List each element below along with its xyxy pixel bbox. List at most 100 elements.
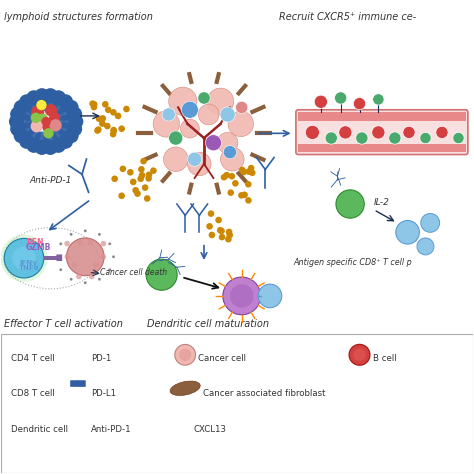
FancyBboxPatch shape <box>296 110 468 155</box>
Circle shape <box>146 259 177 290</box>
Circle shape <box>221 174 228 181</box>
Circle shape <box>89 100 96 107</box>
Circle shape <box>4 238 44 278</box>
Circle shape <box>373 94 384 105</box>
Circle shape <box>146 175 152 182</box>
Text: PFN: PFN <box>26 238 44 247</box>
Circle shape <box>10 121 25 137</box>
Text: IFNγ: IFNγ <box>19 260 37 266</box>
Circle shape <box>89 273 94 279</box>
Circle shape <box>99 120 106 127</box>
Circle shape <box>58 134 73 149</box>
Circle shape <box>207 88 234 115</box>
Circle shape <box>130 179 137 185</box>
Circle shape <box>169 87 197 116</box>
Circle shape <box>64 100 79 115</box>
Circle shape <box>118 126 125 132</box>
Text: CXCL13: CXCL13 <box>194 425 227 434</box>
Circle shape <box>105 107 111 113</box>
Circle shape <box>35 140 49 155</box>
Text: Anti-PD-1: Anti-PD-1 <box>30 176 72 185</box>
Circle shape <box>51 128 65 142</box>
Circle shape <box>26 90 41 105</box>
Circle shape <box>67 107 82 122</box>
Circle shape <box>100 241 106 246</box>
Circle shape <box>215 217 222 223</box>
Circle shape <box>43 140 58 155</box>
Circle shape <box>164 147 188 172</box>
Circle shape <box>239 167 246 173</box>
Circle shape <box>238 192 245 199</box>
Circle shape <box>206 223 213 229</box>
FancyBboxPatch shape <box>77 380 86 387</box>
Circle shape <box>325 132 337 144</box>
Circle shape <box>162 108 175 121</box>
Circle shape <box>314 95 328 109</box>
FancyBboxPatch shape <box>56 255 62 261</box>
Circle shape <box>110 128 117 135</box>
Circle shape <box>232 180 238 187</box>
FancyBboxPatch shape <box>70 380 79 387</box>
Circle shape <box>19 134 34 149</box>
Circle shape <box>336 190 364 218</box>
Circle shape <box>78 239 83 245</box>
Circle shape <box>258 284 282 308</box>
Circle shape <box>142 184 148 191</box>
Circle shape <box>230 284 254 308</box>
Circle shape <box>132 187 139 193</box>
Circle shape <box>205 135 221 151</box>
Text: Cancer cell: Cancer cell <box>198 354 246 363</box>
Circle shape <box>100 254 106 260</box>
Circle shape <box>59 115 73 128</box>
Text: CD4 T cell: CD4 T cell <box>11 354 55 363</box>
Circle shape <box>228 111 254 137</box>
Circle shape <box>396 220 419 244</box>
Circle shape <box>220 147 244 171</box>
Circle shape <box>420 132 431 144</box>
Circle shape <box>115 113 121 119</box>
Circle shape <box>208 210 214 217</box>
Circle shape <box>95 127 102 133</box>
Circle shape <box>118 192 125 199</box>
Circle shape <box>349 345 370 365</box>
Circle shape <box>217 227 223 234</box>
Circle shape <box>140 158 147 164</box>
Circle shape <box>153 111 180 137</box>
Circle shape <box>246 168 252 175</box>
Text: GZMB: GZMB <box>26 243 51 252</box>
Circle shape <box>70 278 73 281</box>
Circle shape <box>218 228 225 234</box>
Circle shape <box>175 345 196 365</box>
Circle shape <box>58 94 73 109</box>
Circle shape <box>248 165 255 172</box>
Circle shape <box>119 165 126 172</box>
Circle shape <box>112 255 115 258</box>
Circle shape <box>188 152 201 166</box>
FancyBboxPatch shape <box>298 144 465 152</box>
Circle shape <box>98 233 101 236</box>
Circle shape <box>19 115 34 128</box>
Circle shape <box>219 234 225 240</box>
Text: Recruit CXCR5⁺ immune ce-: Recruit CXCR5⁺ immune ce- <box>279 12 417 22</box>
Circle shape <box>21 107 36 121</box>
Text: Dendritic cell: Dendritic cell <box>11 425 68 434</box>
Circle shape <box>421 213 439 232</box>
Text: TNFα: TNFα <box>19 265 40 271</box>
Circle shape <box>35 98 49 112</box>
Text: PD-1: PD-1 <box>91 354 111 363</box>
Circle shape <box>236 101 248 114</box>
Circle shape <box>94 127 101 134</box>
Circle shape <box>84 229 87 232</box>
Circle shape <box>43 128 54 138</box>
Circle shape <box>64 241 70 246</box>
Circle shape <box>68 114 83 129</box>
Circle shape <box>109 268 111 271</box>
Text: Anti-PD-1: Anti-PD-1 <box>91 425 132 434</box>
Circle shape <box>436 126 448 138</box>
Circle shape <box>51 90 66 105</box>
Circle shape <box>21 122 36 136</box>
Circle shape <box>55 255 58 258</box>
Circle shape <box>31 113 41 123</box>
Circle shape <box>91 104 97 110</box>
Circle shape <box>227 232 233 238</box>
